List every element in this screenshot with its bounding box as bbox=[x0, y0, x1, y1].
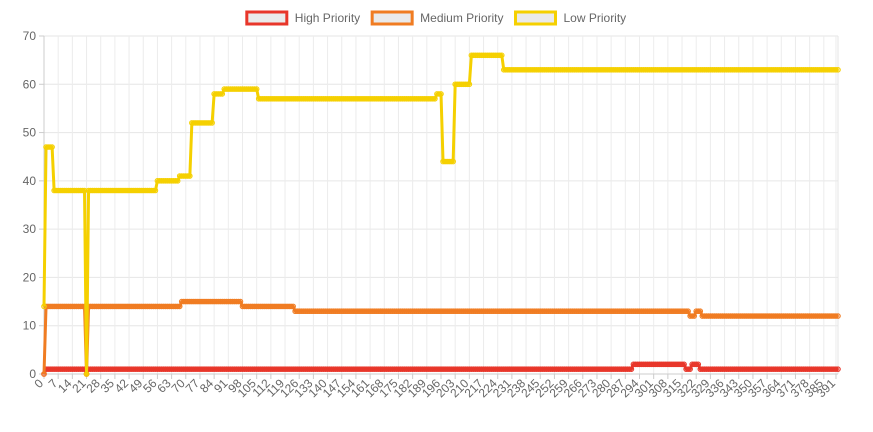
data-point bbox=[697, 308, 704, 315]
data-point bbox=[49, 144, 55, 150]
data-point bbox=[432, 95, 438, 102]
data-point bbox=[152, 187, 159, 194]
data-point bbox=[835, 313, 841, 319]
y-tick-label: 30 bbox=[23, 222, 37, 236]
legend-label: Medium Priority bbox=[420, 11, 503, 25]
y-tick-label: 50 bbox=[23, 126, 37, 140]
data-point bbox=[450, 158, 456, 165]
data-point bbox=[176, 303, 183, 310]
data-point bbox=[187, 173, 193, 179]
data-point bbox=[253, 86, 260, 92]
y-tick-label: 0 bbox=[29, 367, 36, 381]
data-point bbox=[83, 371, 90, 377]
y-tick-label: 70 bbox=[23, 29, 37, 43]
series-group bbox=[41, 52, 841, 377]
legend-swatch bbox=[370, 10, 414, 26]
data-point bbox=[681, 361, 687, 368]
y-axis: 0 10 20 30 40 50 60 70 bbox=[23, 29, 45, 381]
data-point bbox=[174, 178, 181, 184]
legend-label: Low Priority bbox=[564, 11, 627, 25]
data-point bbox=[209, 120, 215, 126]
data-point bbox=[695, 361, 702, 368]
data-point bbox=[81, 187, 88, 194]
x-axis: 0 714212835424956637077849198105112119126… bbox=[31, 373, 838, 400]
series-low-priority bbox=[41, 52, 841, 377]
data-point bbox=[498, 52, 505, 59]
data-point bbox=[41, 303, 47, 310]
data-point bbox=[290, 303, 296, 310]
y-tick-label: 20 bbox=[23, 270, 37, 284]
gridlines bbox=[43, 35, 839, 375]
legend: High Priority Medium Priority Low Priority bbox=[245, 10, 627, 26]
y-tick-label: 60 bbox=[23, 77, 37, 91]
legend-swatch bbox=[514, 10, 558, 26]
data-point bbox=[41, 371, 47, 377]
series-medium-priority bbox=[41, 298, 841, 377]
data-point bbox=[835, 366, 841, 372]
data-point bbox=[628, 366, 635, 372]
series-high-priority bbox=[41, 361, 841, 377]
data-point bbox=[687, 366, 693, 372]
y-tick-label: 10 bbox=[23, 319, 37, 333]
legend-swatch bbox=[245, 10, 289, 26]
y-tick-label: 40 bbox=[23, 174, 37, 188]
data-point bbox=[237, 298, 244, 305]
legend-item[interactable]: Low Priority bbox=[514, 10, 627, 26]
data-point bbox=[438, 91, 444, 97]
legend-item[interactable]: High Priority bbox=[245, 10, 360, 26]
data-point bbox=[466, 81, 473, 88]
data-point bbox=[835, 67, 841, 73]
legend-item[interactable]: Medium Priority bbox=[370, 10, 504, 26]
data-point bbox=[685, 308, 691, 315]
data-point bbox=[691, 313, 697, 319]
legend-label: High Priority bbox=[295, 11, 360, 25]
data-point bbox=[219, 91, 226, 97]
